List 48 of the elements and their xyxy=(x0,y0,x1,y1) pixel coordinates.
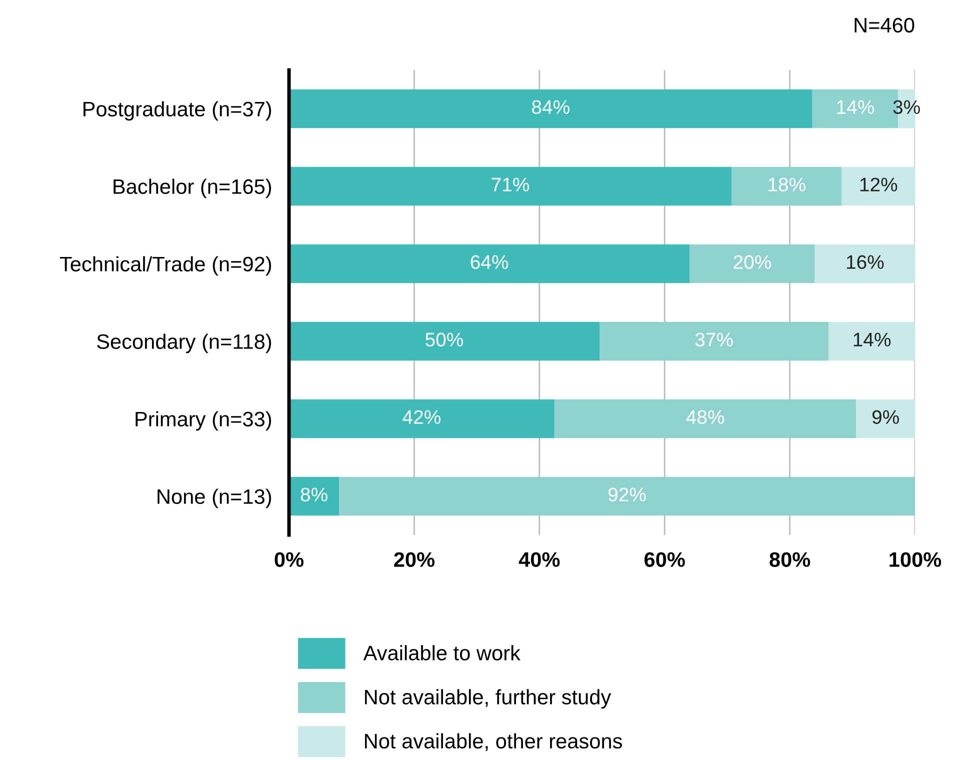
data-label: 20% xyxy=(734,255,772,269)
x-tick-label: 80% xyxy=(770,552,810,567)
bar xyxy=(289,476,340,516)
bar xyxy=(814,244,915,284)
y-tick-label: Technical/Trade (n=92) xyxy=(60,256,272,276)
data-label: 14% xyxy=(854,332,891,346)
data-label: 16% xyxy=(846,255,884,269)
x-tick-label: 60% xyxy=(644,552,685,567)
y-tick-label: Bachelor (n=165) xyxy=(114,178,272,198)
x-tick-label: 0% xyxy=(274,552,304,567)
legend-label: Not available, other reasons xyxy=(365,733,622,751)
bar xyxy=(732,166,842,206)
data-label: 14% xyxy=(837,100,874,114)
y-tick-label: Postgraduate (n=37) xyxy=(84,101,272,121)
legend-label: Not available, further study xyxy=(365,689,612,709)
bar xyxy=(554,399,856,438)
bar xyxy=(289,166,732,206)
data-label: 50% xyxy=(426,332,464,346)
bar xyxy=(690,244,815,284)
data-label: 84% xyxy=(532,100,570,114)
data-label: 8% xyxy=(300,488,328,502)
data-label: 9% xyxy=(872,410,899,424)
bar xyxy=(339,476,915,516)
y-tick-label: None (n=13) xyxy=(158,488,272,508)
data-label: 12% xyxy=(860,178,898,192)
data-label: 18% xyxy=(768,178,806,192)
bar xyxy=(842,166,915,206)
bar xyxy=(856,399,915,438)
data-label: 64% xyxy=(470,255,508,269)
bar xyxy=(289,89,812,128)
y-tick-label: Primary (n=33) xyxy=(136,411,272,431)
bar xyxy=(289,322,600,361)
data-label: 48% xyxy=(686,410,724,424)
data-label: 3% xyxy=(893,100,920,114)
data-label: 71% xyxy=(492,178,530,192)
bar xyxy=(828,322,915,361)
x-tick-label: 20% xyxy=(394,552,434,567)
bar xyxy=(289,399,554,438)
x-tick-label: 40% xyxy=(518,552,560,567)
y-tick-label: Secondary (n=118) xyxy=(97,334,272,354)
text: N=460 xyxy=(854,18,914,33)
bar xyxy=(599,322,829,361)
legend-label: Available to work xyxy=(363,645,520,660)
bar xyxy=(289,244,690,284)
data-label: 92% xyxy=(608,488,646,502)
data-label: 37% xyxy=(695,332,733,346)
x-tick-label: 100% xyxy=(890,552,942,567)
data-label: 42% xyxy=(402,410,440,424)
